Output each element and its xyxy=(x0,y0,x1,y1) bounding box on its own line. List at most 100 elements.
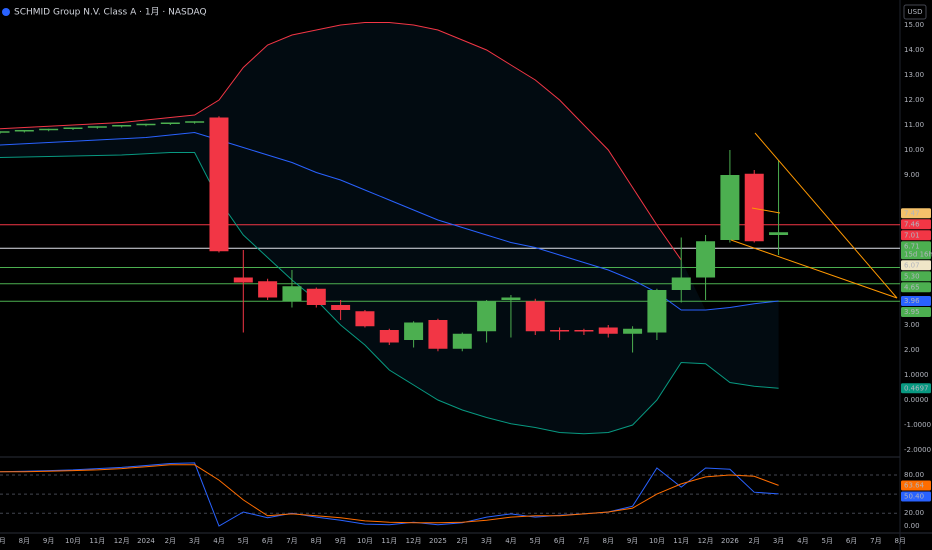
candle-body xyxy=(671,277,691,290)
candle-body xyxy=(720,175,740,240)
x-tick-label: 7月 xyxy=(578,537,589,545)
band-basis xyxy=(0,131,779,311)
y-tick-label: 14.00 xyxy=(904,46,924,54)
x-tick-label: 11月 xyxy=(673,537,689,545)
x-tick-label: 9月 xyxy=(627,537,638,545)
candle-body xyxy=(185,121,205,123)
trend-line xyxy=(730,239,898,299)
plot: 7月 8月 9月 10月 11月 12月 2024 2月 3月 4月 5月 6月 7月 8月 9月 10月 11… xyxy=(0,21,932,545)
symbol-icon xyxy=(2,8,10,16)
x-tick-label: 4月 xyxy=(213,537,224,545)
x-tick-label: 4月 xyxy=(797,537,808,545)
x-tick-label: 2025 xyxy=(429,537,447,545)
price-label: 6.07 xyxy=(904,261,920,269)
candle-body xyxy=(550,330,570,332)
candle-body xyxy=(282,286,302,302)
y-tick-label: 10.00 xyxy=(904,146,924,154)
indicator-line xyxy=(0,462,779,527)
x-tick-label: 6月 xyxy=(262,537,273,545)
price-label-bg xyxy=(901,491,931,502)
price-label: 7.47 xyxy=(904,209,920,217)
y-tick-label: 1.0000 xyxy=(904,371,929,379)
x-tick-label: 10月 xyxy=(65,537,81,545)
chart-title: SCHMID Group N.V. Class A · 1月 · NASDAQ xyxy=(14,7,207,18)
x-tick-label: 5月 xyxy=(238,537,249,545)
x-tick-label: 11月 xyxy=(381,537,397,545)
y-tick-label: -1.0000 xyxy=(904,421,931,429)
band-lower xyxy=(0,152,779,435)
price-label-bg xyxy=(901,307,931,317)
x-tick-label: 12月 xyxy=(698,537,714,545)
price-label: 5.30 xyxy=(904,272,920,280)
x-tick-label: 8月 xyxy=(311,537,322,545)
x-tick-label: 2024 xyxy=(137,537,155,545)
trend-drawings xyxy=(730,132,898,299)
price-label: 3.95 xyxy=(904,308,920,316)
candle-body xyxy=(136,123,156,126)
candle-body xyxy=(574,330,594,332)
y-tick-label: -2.0000 xyxy=(904,446,931,454)
x-tick-label: 11月 xyxy=(89,537,105,545)
candle-body xyxy=(355,311,375,327)
price-label: 0.4697 xyxy=(904,384,929,392)
candle-body xyxy=(769,232,789,235)
x-tick-label: 9月 xyxy=(335,537,346,545)
x-tick-label: 8月 xyxy=(19,537,30,545)
candle-body xyxy=(233,277,253,283)
x-tick-label: 6月 xyxy=(846,537,857,545)
candle-body xyxy=(623,328,643,334)
y-tick-label: 20.00 xyxy=(904,509,924,517)
x-tick-label: 7月 xyxy=(870,537,881,545)
price-label-bg xyxy=(901,241,931,260)
indicator-line xyxy=(0,464,779,524)
x-tick-label: 5月 xyxy=(821,537,832,545)
y-tick-label: 0.00 xyxy=(904,522,920,530)
price-label: 7.46 xyxy=(904,220,920,228)
candle-body xyxy=(379,330,399,343)
y-tick-label: 3.00 xyxy=(904,321,920,329)
x-tick-label: 3月 xyxy=(481,537,492,545)
y-tick-label: 11.00 xyxy=(904,121,924,129)
x-tick-label: 2026 xyxy=(721,537,739,545)
price-countdown: 15d 16h xyxy=(904,250,932,258)
candle-body xyxy=(14,130,34,132)
candle-body xyxy=(452,333,472,349)
x-tick-label: 10月 xyxy=(357,537,373,545)
candle-body xyxy=(525,301,545,332)
candle-body xyxy=(209,117,229,252)
price-label-bg xyxy=(901,480,931,491)
x-tick-label: 2月 xyxy=(748,537,759,545)
candle-body xyxy=(598,327,618,334)
y-tick-label: 2.00 xyxy=(904,346,920,354)
price-label-bg xyxy=(901,230,931,241)
candle-body xyxy=(404,322,424,340)
x-tick-label: 8月 xyxy=(603,537,614,545)
candle-body xyxy=(39,128,59,131)
price-label-bg xyxy=(901,260,931,271)
price-label-bg xyxy=(901,296,931,306)
candle-body xyxy=(647,290,667,333)
candle-body xyxy=(258,281,278,298)
x-tick-label: 7月 xyxy=(286,537,297,545)
x-tick-label: 12月 xyxy=(114,537,130,545)
price-label-bg xyxy=(901,282,931,293)
currency: USD xyxy=(908,8,923,16)
x-tick-label: 2月 xyxy=(457,537,468,545)
y-tick-label: 13.00 xyxy=(904,71,924,79)
x-tick-label: 8月 xyxy=(894,537,905,545)
currency-box[interactable] xyxy=(903,4,927,20)
candle-body xyxy=(744,173,764,242)
candle-body xyxy=(331,305,351,310)
y-tick-label: 80.00 xyxy=(904,471,924,479)
candle-body xyxy=(87,126,107,128)
candle-body xyxy=(306,288,326,305)
price-label-bg xyxy=(901,383,931,394)
x-tick-label: 4月 xyxy=(505,537,516,545)
price-label: 7.01 xyxy=(904,231,920,239)
price-label-bg xyxy=(901,219,931,230)
candle-body xyxy=(160,122,180,124)
candle-body xyxy=(63,127,83,129)
